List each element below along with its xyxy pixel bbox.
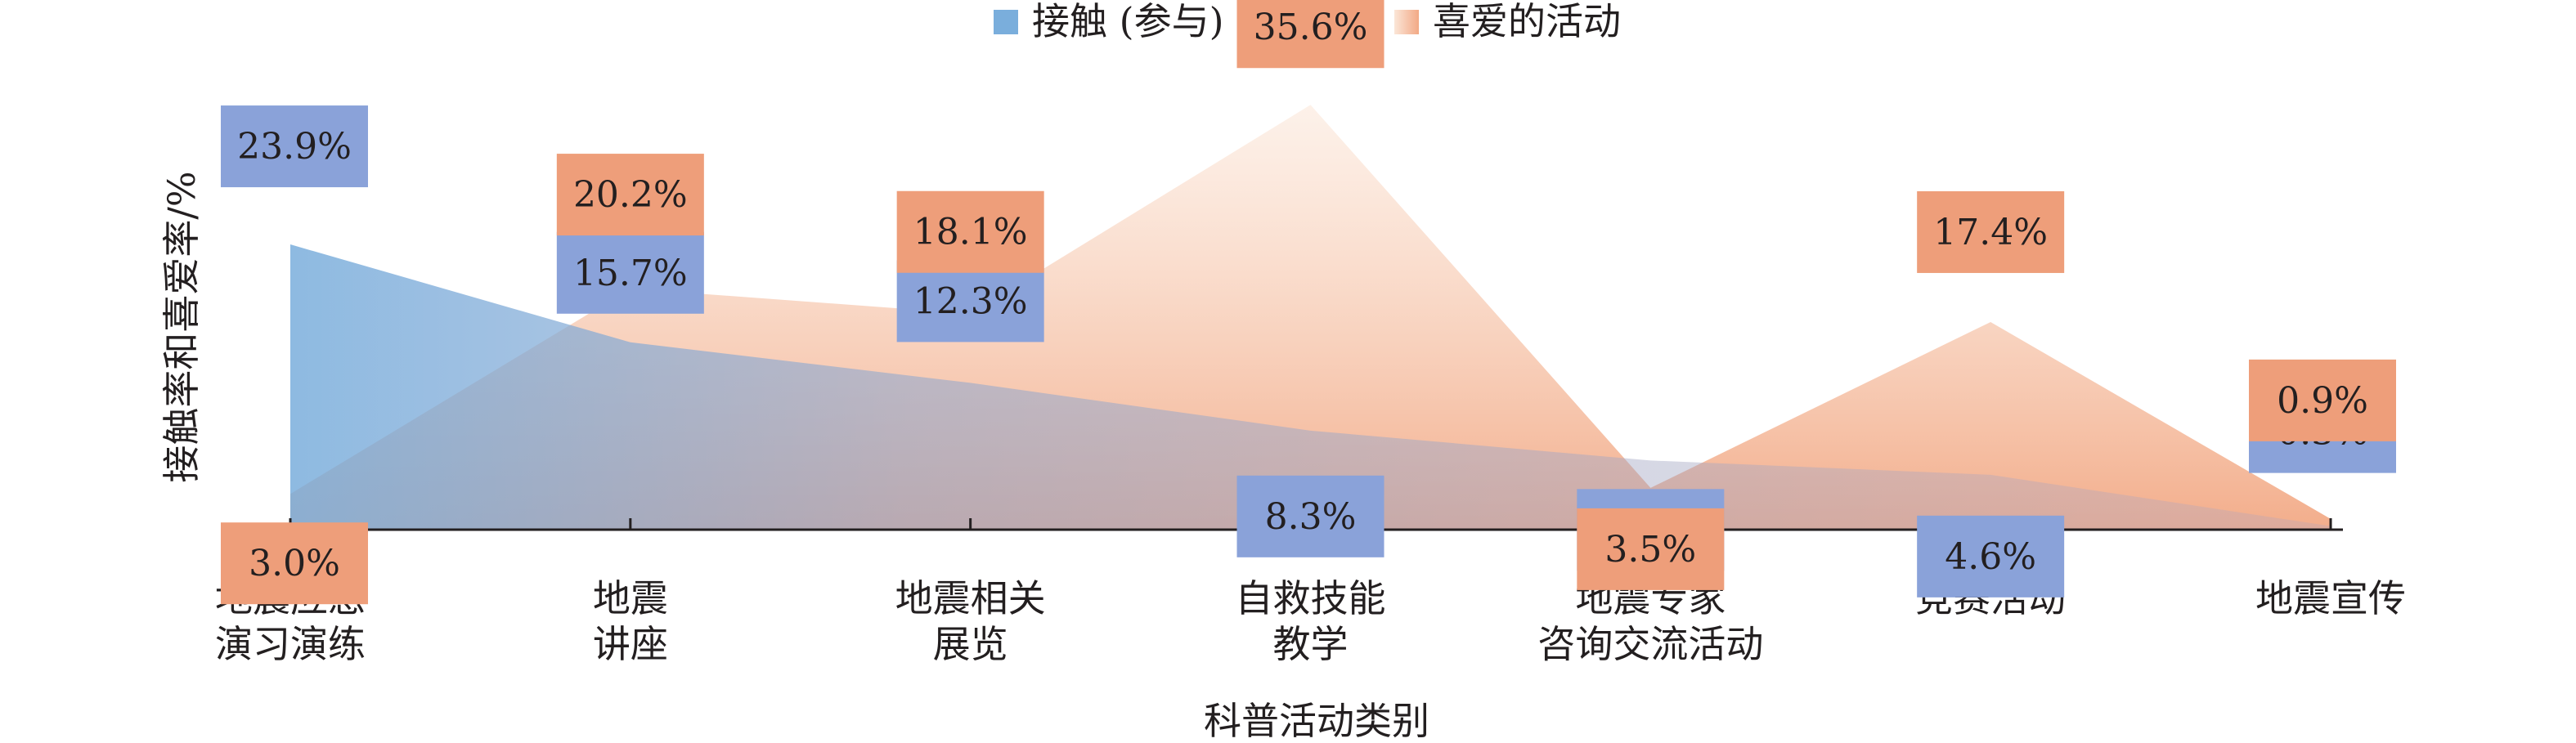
x-tick-label-line: 自救技能 [1236,576,1386,620]
data-label-box-loved [1577,508,1725,590]
data-label-loved: 3.5% [1604,529,1696,571]
data-label-box-loved [556,154,704,236]
data-label-loved: 17.4% [1933,212,2048,253]
x-tick-label-line: 咨询交流活动 [1537,622,1763,666]
legend-swatch-contact [994,10,1018,34]
x-tick-label: 地震相关展览 [895,576,1046,666]
data-label-contact: 4.6% [1945,536,2036,578]
data-label-contact: 15.7% [573,253,688,294]
data-label-contact: 8.3% [1265,496,1357,538]
data-label-loved: 35.6% [1254,7,1368,48]
x-axis-title: 科普活动类别 [1204,699,1429,743]
x-tick-label-line: 地震相关 [895,576,1046,620]
x-axis-tick-labels: 地震应急演习演练地震讲座地震相关展览自救技能教学地震专家咨询交流活动竞赛活动地震… [215,576,2406,666]
x-tick-label-line: 教学 [1273,622,1349,666]
data-label-box-contact [556,231,704,314]
x-tick-label: 地震宣传 [2255,576,2406,620]
legend-label-loved: 喜爱的活动 [1433,0,1621,43]
x-tick-label-line: 讲座 [593,622,668,666]
x-tick-label-line: 展览 [933,622,1008,666]
x-tick-label-line: 地震宣传 [2255,576,2406,620]
data-label-box-contact [896,260,1044,342]
data-label-box-loved [2249,359,2396,441]
data-label-contact: 12.3% [913,280,1028,322]
data-label-box-loved [1917,190,2065,273]
data-label-box-loved [221,522,368,605]
data-label-box-contact [1236,475,1384,557]
series-areas [290,105,2331,530]
data-labels: 23.9%15.7%12.3%8.3%5.8%4.6%0.3%3.0%20.2%… [221,0,2396,605]
data-label-box-loved [896,190,1044,273]
data-label-box-loved [1236,0,1384,69]
data-label-loved: 0.9% [2277,380,2368,422]
data-label-box-contact [221,105,368,188]
y-axis-title: 接触率和喜爱率/% [159,171,204,482]
data-label-loved: 20.2% [573,174,688,216]
x-tick-label: 自救技能教学 [1236,576,1386,666]
data-label-contact: 23.9% [237,126,352,168]
x-tick-label: 地震讲座 [593,576,668,666]
data-label-loved: 18.1% [913,212,1028,253]
x-tick-label-line: 地震 [593,576,668,620]
x-tick-label-line: 演习演练 [215,622,366,666]
data-label-loved: 3.0% [249,543,340,584]
data-label-box-contact [1917,515,2065,598]
area-series-contact [290,244,2331,530]
legend-swatch-loved [1394,10,1419,34]
